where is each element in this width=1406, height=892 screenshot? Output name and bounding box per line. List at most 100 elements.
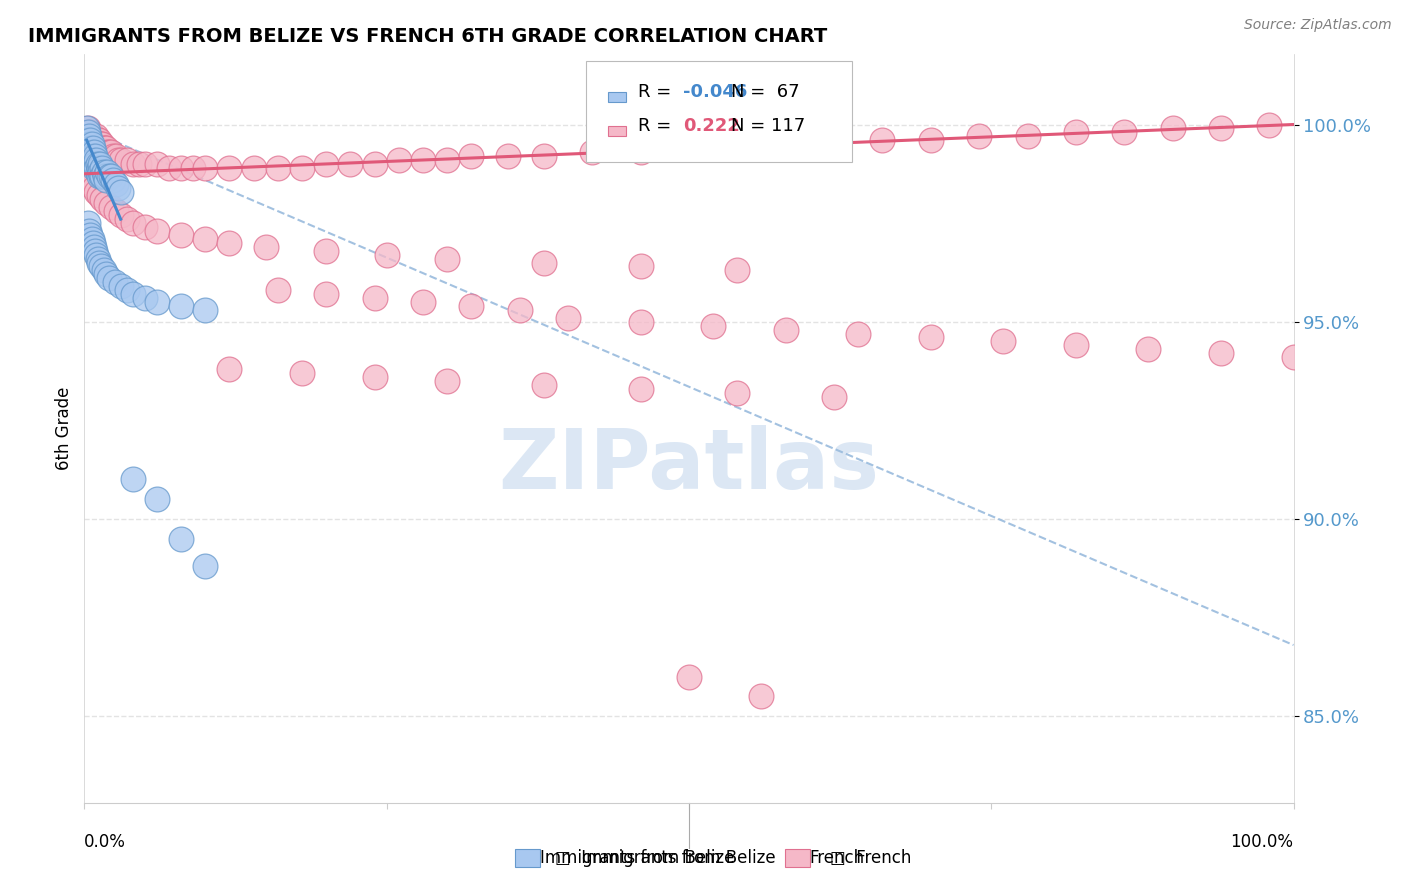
Point bbox=[80, 153, 103, 167]
Point bbox=[79, 125, 101, 139]
Point bbox=[134, 220, 156, 235]
Point bbox=[115, 283, 138, 297]
Point bbox=[84, 244, 107, 258]
Point bbox=[194, 232, 217, 246]
Point bbox=[104, 275, 127, 289]
Point bbox=[110, 279, 132, 293]
Point bbox=[76, 121, 98, 136]
Point bbox=[87, 161, 110, 175]
Point bbox=[104, 177, 127, 191]
Text: French: French bbox=[810, 849, 865, 867]
Point bbox=[79, 149, 101, 163]
Point bbox=[90, 260, 112, 274]
Point bbox=[134, 157, 156, 171]
Point bbox=[121, 157, 143, 171]
Point bbox=[86, 129, 108, 144]
Point bbox=[89, 157, 111, 171]
Point bbox=[103, 149, 125, 163]
Point bbox=[94, 172, 117, 186]
Point bbox=[1209, 346, 1232, 360]
Point bbox=[86, 133, 108, 147]
Point bbox=[115, 153, 138, 167]
Point bbox=[84, 133, 107, 147]
Point bbox=[920, 133, 942, 147]
Point bbox=[1017, 129, 1039, 144]
Point bbox=[91, 137, 114, 152]
Point bbox=[121, 287, 143, 301]
Point bbox=[82, 129, 104, 144]
Point bbox=[103, 172, 125, 186]
Text: N = 117: N = 117 bbox=[731, 117, 806, 136]
Point bbox=[77, 172, 100, 186]
Point bbox=[1064, 125, 1087, 139]
Point bbox=[134, 291, 156, 305]
Point bbox=[89, 137, 111, 152]
Point bbox=[121, 216, 143, 230]
Point bbox=[86, 153, 108, 167]
Point bbox=[86, 247, 108, 261]
Point bbox=[121, 472, 143, 486]
Point bbox=[86, 185, 108, 199]
Point bbox=[94, 268, 117, 282]
FancyBboxPatch shape bbox=[607, 92, 626, 103]
Point bbox=[94, 141, 117, 155]
Point bbox=[436, 374, 458, 388]
Point bbox=[920, 330, 942, 344]
Point bbox=[339, 157, 361, 171]
Point bbox=[80, 137, 103, 152]
Point bbox=[267, 161, 290, 175]
Point bbox=[254, 240, 277, 254]
Point bbox=[97, 169, 120, 183]
Point bbox=[110, 208, 132, 222]
Point bbox=[77, 145, 100, 160]
Point bbox=[80, 145, 103, 160]
Y-axis label: 6th Grade: 6th Grade bbox=[55, 386, 73, 470]
Point bbox=[375, 247, 398, 261]
Point bbox=[84, 149, 107, 163]
Text: □  French: □ French bbox=[830, 849, 911, 867]
Point bbox=[80, 177, 103, 191]
Point bbox=[83, 133, 105, 147]
Point bbox=[83, 180, 105, 194]
Text: 0.0%: 0.0% bbox=[84, 833, 127, 851]
Point bbox=[87, 133, 110, 147]
Point bbox=[77, 224, 100, 238]
Point bbox=[146, 157, 169, 171]
Text: Source: ZipAtlas.com: Source: ZipAtlas.com bbox=[1244, 18, 1392, 32]
Point bbox=[291, 366, 314, 380]
Point bbox=[993, 334, 1015, 349]
Point bbox=[388, 153, 411, 167]
Point bbox=[1209, 121, 1232, 136]
Point bbox=[77, 137, 100, 152]
Point bbox=[775, 322, 797, 336]
Point bbox=[97, 145, 120, 160]
Point bbox=[194, 302, 217, 317]
Point bbox=[872, 133, 894, 147]
Point bbox=[291, 161, 314, 175]
Text: IMMIGRANTS FROM BELIZE VS FRENCH 6TH GRADE CORRELATION CHART: IMMIGRANTS FROM BELIZE VS FRENCH 6TH GRA… bbox=[28, 27, 827, 45]
Point bbox=[630, 260, 652, 274]
Point bbox=[218, 362, 240, 376]
Point bbox=[581, 145, 603, 160]
Point bbox=[363, 291, 385, 305]
Point bbox=[104, 149, 127, 163]
Point bbox=[823, 137, 845, 152]
Point bbox=[630, 315, 652, 329]
Point bbox=[94, 141, 117, 155]
Point bbox=[77, 129, 100, 144]
Point bbox=[315, 287, 337, 301]
Point bbox=[630, 145, 652, 160]
Point bbox=[315, 244, 337, 258]
Point bbox=[86, 157, 108, 171]
Point bbox=[82, 157, 104, 171]
Point bbox=[90, 169, 112, 183]
Point bbox=[110, 185, 132, 199]
Point bbox=[751, 690, 773, 704]
Text: -0.046: -0.046 bbox=[683, 84, 747, 102]
Point bbox=[1282, 350, 1305, 364]
Point bbox=[496, 149, 519, 163]
Point bbox=[89, 165, 111, 179]
Point bbox=[110, 153, 132, 167]
Point bbox=[80, 232, 103, 246]
Point bbox=[94, 169, 117, 183]
